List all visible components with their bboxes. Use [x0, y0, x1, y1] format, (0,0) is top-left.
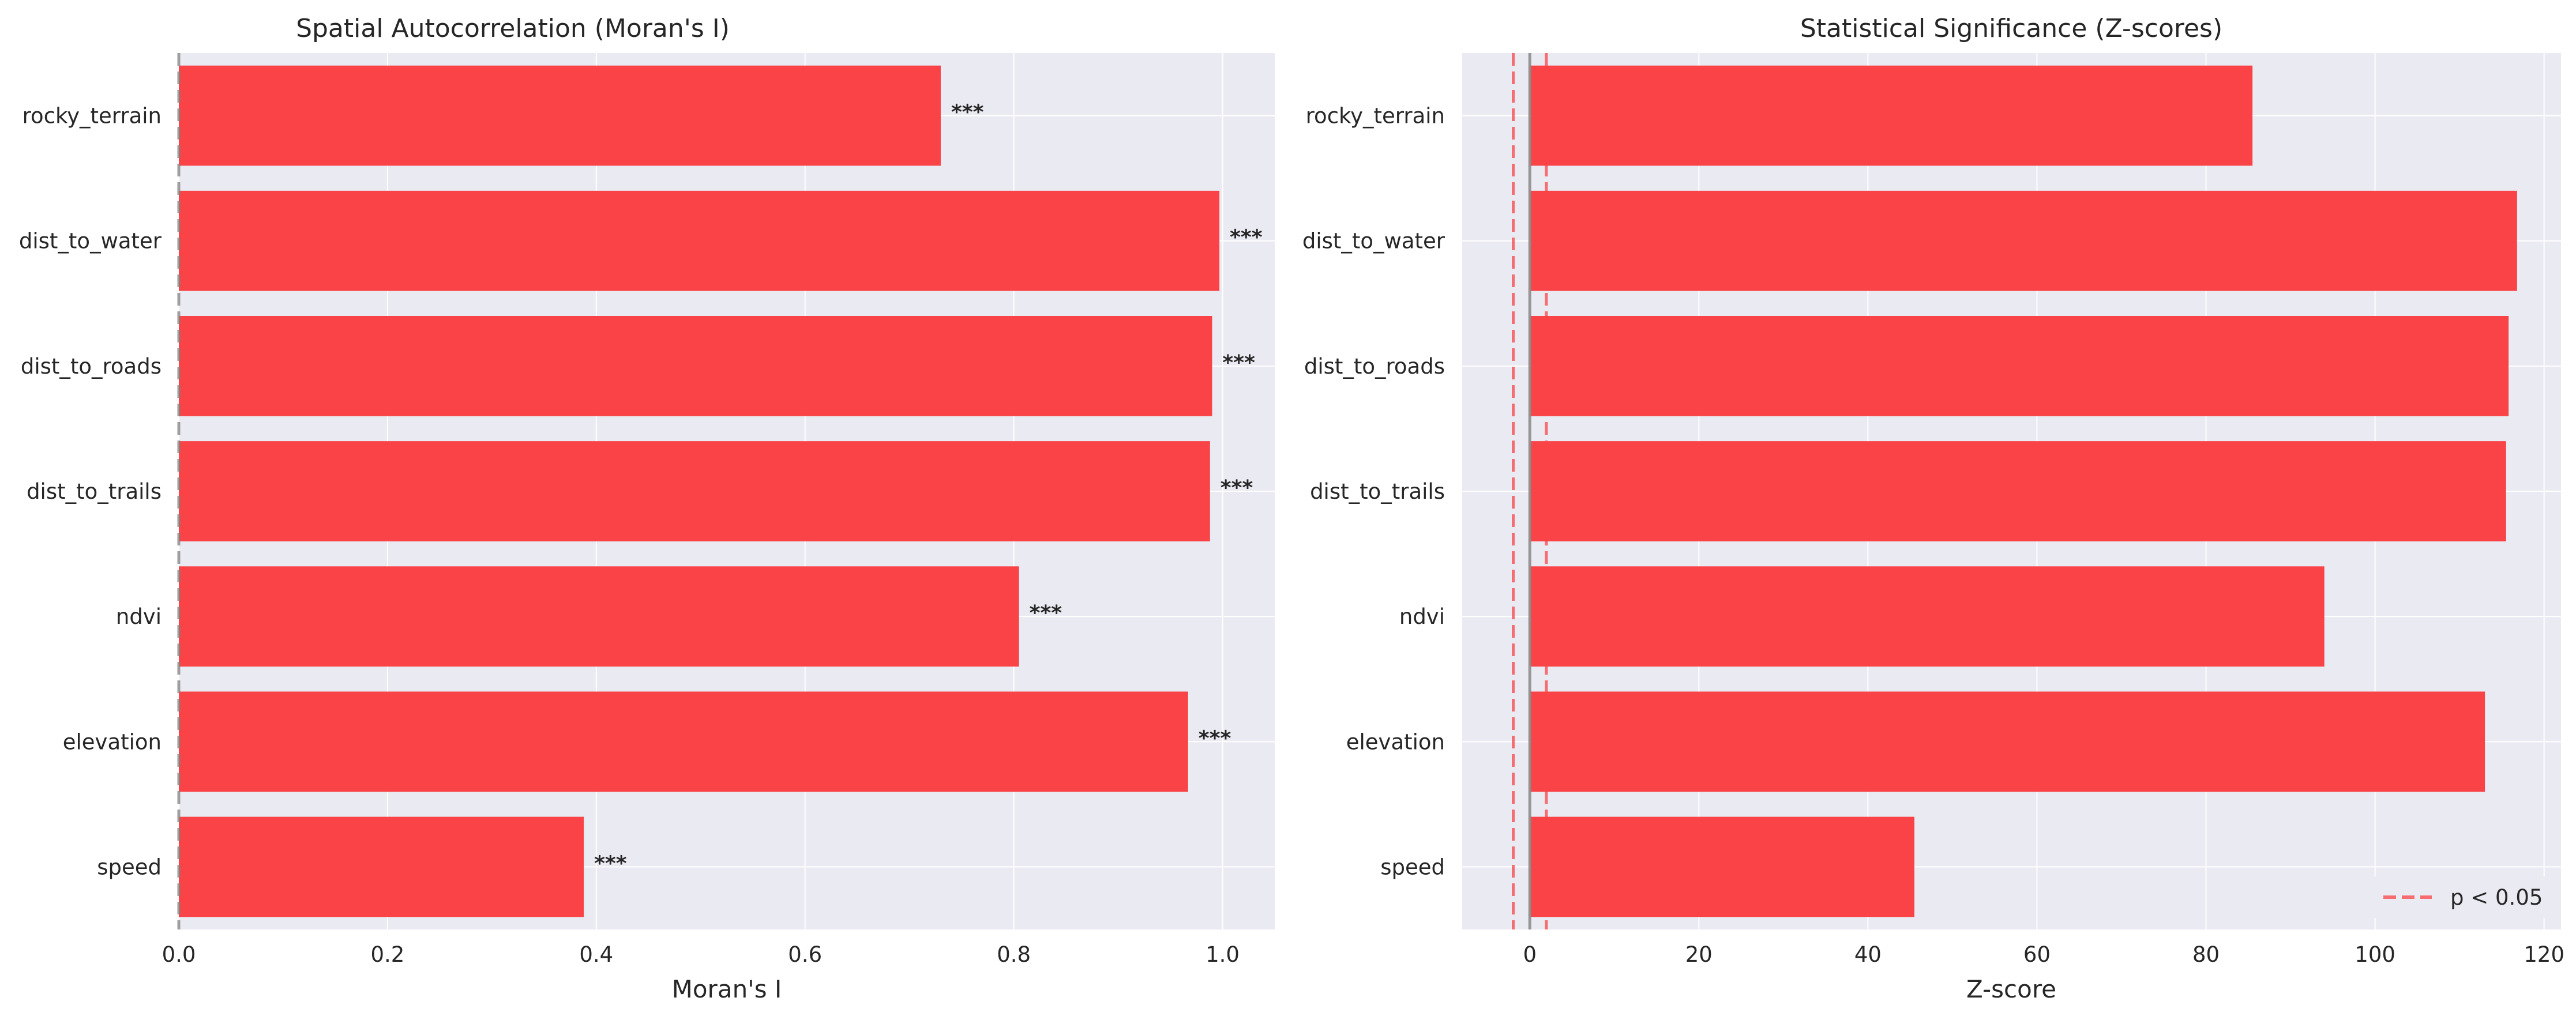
- zscore-x-tick-label: 120: [2524, 942, 2564, 967]
- moran-significance-label: ***: [594, 852, 627, 875]
- zscore-y-tick-label: speed: [1380, 855, 1445, 879]
- zscore-y-tick-label: ndvi: [1399, 604, 1445, 629]
- zscore-chart-title: Statistical Significance (Z-scores): [1800, 14, 2222, 43]
- moran-x-tick-labels: 0.0 0.2 0.4 0.6 0.8 1.0: [162, 942, 1240, 967]
- moran-x-tick-label: 1.0: [1206, 942, 1240, 967]
- legend-box: [2365, 876, 2549, 918]
- zscore-x-tick-label: 20: [1685, 942, 1713, 967]
- moran-significance-label: ***: [1030, 601, 1062, 625]
- moran-x-tick-label: 0.4: [579, 942, 613, 967]
- moran-y-tick-label: dist_to_roads: [21, 354, 162, 379]
- zscore-bar-rocky-terrain: [1530, 65, 2253, 166]
- moran-significance-label: ***: [1199, 727, 1231, 750]
- zscore-x-tick-label: 40: [1854, 942, 1882, 967]
- moran-bar-dist-to-roads: [179, 316, 1212, 416]
- moran-significance-labels: *** *** *** *** *** *** ***: [594, 101, 1263, 876]
- moran-significance-label: ***: [1230, 226, 1263, 250]
- moran-y-tick-label: elevation: [63, 729, 162, 754]
- zscore-y-tick-labels: rocky_terrain dist_to_water dist_to_roadsd…: [1302, 104, 1445, 880]
- zscore-bars: [1530, 65, 2517, 917]
- moran-x-tick-label: 0.2: [370, 942, 404, 967]
- zscore-x-tick-label: 100: [2355, 942, 2395, 967]
- zscore-bar-elevation: [1530, 691, 2485, 792]
- moran-y-tick-label: ndvi: [116, 604, 162, 629]
- zscore-x-tick-label: 0: [1523, 942, 1537, 967]
- moran-bar-elevation: [179, 691, 1188, 792]
- moran-y-tick-label: rocky_terrain: [22, 104, 162, 129]
- moran-chart-title: Spatial Autocorrelation (Moran's I): [296, 14, 730, 43]
- zscore-legend: p < 0.05: [2365, 876, 2549, 918]
- moran-panel: Spatial Autocorrelation (Moran's I) ****…: [19, 14, 1275, 1003]
- zscore-bar-dist-to-roads: [1530, 316, 2509, 416]
- zscore-y-tick-label: dist_to_roads: [1304, 354, 1445, 379]
- moran-x-tick-label: 0.6: [788, 942, 822, 967]
- zscore-y-tick-label: dist_to_water: [1302, 229, 1445, 254]
- moran-bar-rocky-terrain: [179, 65, 941, 166]
- zscore-x-axis-label: Z-score: [1966, 975, 2056, 1003]
- moran-bar-ndvi: [179, 566, 1019, 667]
- moran-significance-label: ***: [951, 101, 984, 125]
- moran-y-tick-labels: rocky_terrain dist_to_water dist_to_roadsd…: [19, 104, 162, 880]
- moran-x-tick-label: 0.8: [997, 942, 1031, 967]
- zscore-bar-dist-to-water: [1530, 190, 2517, 291]
- zscore-bar-ndvi: [1530, 566, 2325, 667]
- moran-significance-label: ***: [1222, 351, 1255, 375]
- zscore-x-tick-label: 80: [2192, 942, 2220, 967]
- zscore-panel: Statistical Significance (Z-scores) rock…: [1302, 14, 2564, 1003]
- moran-y-tick-label: dist_to_water: [19, 229, 162, 254]
- zscore-y-tick-label: dist_to_trails: [1310, 479, 1445, 504]
- moran-bars: [179, 65, 1220, 917]
- moran-x-tick-label: 0.0: [162, 942, 196, 967]
- moran-significance-label: ***: [1221, 476, 1253, 500]
- zscore-y-tick-label: rocky_terrain: [1306, 104, 1445, 129]
- zscore-bar-speed: [1530, 816, 1914, 917]
- moran-x-axis-label: Moran's I: [672, 975, 782, 1003]
- zscore-reference-lines: [1512, 53, 1548, 929]
- moran-bar-speed: [179, 816, 584, 917]
- zscore-bar-dist-to-trails: [1530, 441, 2506, 541]
- moran-bar-dist-to-trails: [179, 441, 1210, 541]
- legend-entry-p-value: p < 0.05: [2450, 885, 2543, 910]
- moran-y-tick-label: dist_to_trails: [27, 479, 162, 504]
- zscore-y-tick-label: elevation: [1346, 729, 1445, 754]
- moran-y-tick-label: speed: [97, 855, 162, 879]
- moran-bar-dist-to-water: [179, 190, 1220, 291]
- zscore-x-tick-label: 60: [2023, 942, 2051, 967]
- zscore-x-tick-labels: 0 20 40 60 80 100 120: [1523, 942, 2564, 967]
